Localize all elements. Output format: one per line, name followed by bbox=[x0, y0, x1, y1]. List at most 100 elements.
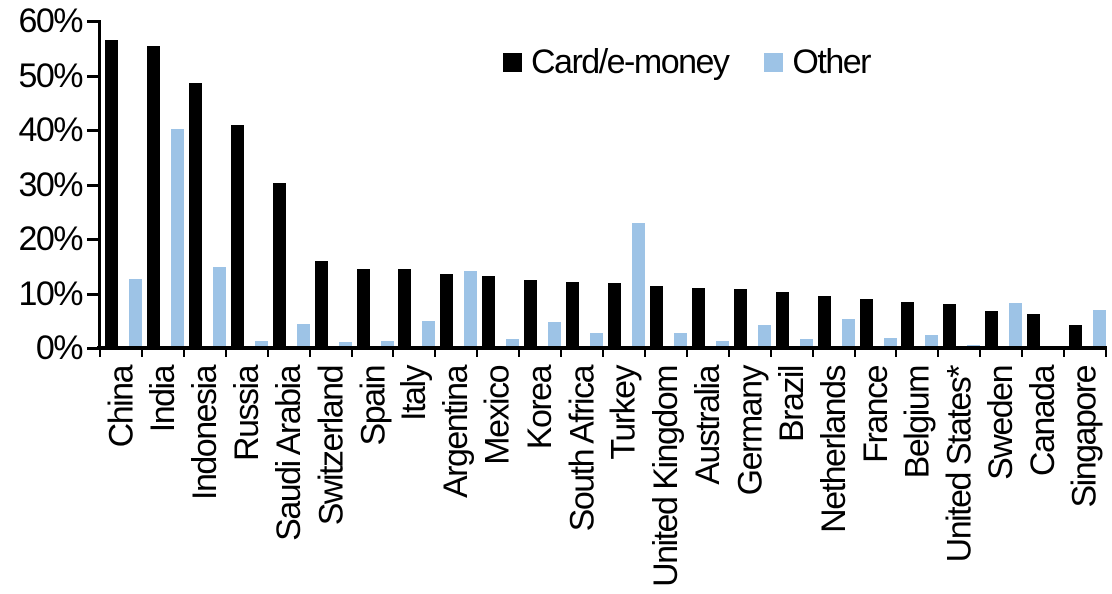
x-category-label: Spain bbox=[354, 366, 392, 446]
x-tick-mark bbox=[309, 350, 311, 357]
x-category-label: Argentina bbox=[437, 366, 475, 499]
legend-item-card-emoney: Card/e-money bbox=[503, 43, 730, 81]
x-category-cell: Russia bbox=[226, 360, 268, 594]
x-tick-mark bbox=[267, 350, 269, 357]
other-bar-switzerland bbox=[339, 342, 352, 346]
x-category-label: Brazil bbox=[773, 366, 811, 443]
x-category-cell: Indonesia bbox=[184, 360, 226, 594]
card-emoney-bar-india bbox=[147, 46, 160, 346]
other-bar-russia bbox=[255, 341, 268, 346]
x-category-label: United States* bbox=[940, 366, 978, 563]
other-bar-turkey bbox=[632, 223, 645, 346]
other-bar-singapore bbox=[1093, 310, 1106, 346]
x-category-label: Belgium bbox=[898, 366, 936, 479]
y-tick-label: 60% bbox=[18, 2, 83, 40]
x-tick-mark bbox=[392, 350, 394, 357]
x-tick-mark bbox=[434, 350, 436, 357]
x-category-label: South Africa bbox=[563, 366, 601, 532]
card-emoney-bar-france bbox=[860, 299, 873, 346]
other-bar-belgium bbox=[925, 335, 938, 346]
other-bar-australia bbox=[716, 341, 729, 346]
x-tick-mark bbox=[812, 350, 814, 357]
x-category-label: Australia bbox=[689, 366, 727, 485]
x-category-label: China bbox=[102, 366, 140, 448]
x-category-cell: Australia bbox=[687, 360, 729, 594]
x-category-label: United Kingdom bbox=[647, 366, 685, 587]
card-emoney-bar-italy bbox=[398, 269, 411, 346]
x-tick-mark bbox=[686, 350, 688, 357]
x-category-cell: Spain bbox=[352, 360, 394, 594]
card-emoney-bar-germany bbox=[734, 289, 747, 346]
card-emoney-bar-china bbox=[105, 40, 118, 346]
y-tick-mark bbox=[87, 293, 100, 296]
x-tick-mark bbox=[560, 350, 562, 357]
card-emoney-bar-canada bbox=[1027, 314, 1040, 346]
card-emoney-bar-switzerland bbox=[315, 261, 328, 346]
other-bar-italy bbox=[422, 321, 435, 346]
x-category-cell: Italy bbox=[393, 360, 435, 594]
x-category-cell: Turkey bbox=[603, 360, 645, 594]
x-category-cell: Sweden bbox=[980, 360, 1022, 594]
other-bar-indonesia bbox=[213, 267, 226, 346]
x-category-cell: Singapore bbox=[1064, 360, 1106, 594]
other-bar-argentina bbox=[464, 271, 477, 346]
x-category-cell: United Kingdom bbox=[645, 360, 687, 594]
x-axis-category-labels: China India Indonesia Russia Saudi Arabia Swi… bbox=[100, 360, 1106, 594]
other-bar-netherlands bbox=[842, 319, 855, 346]
x-category-cell: Korea bbox=[519, 360, 561, 594]
x-tick-mark bbox=[1063, 350, 1065, 357]
x-category-cell: Belgium bbox=[896, 360, 938, 594]
x-category-label: Singapore bbox=[1066, 366, 1104, 508]
y-tick-mark bbox=[87, 347, 100, 350]
y-tick-mark bbox=[87, 75, 100, 78]
x-tick-mark bbox=[895, 350, 897, 357]
other-bar-korea bbox=[548, 322, 561, 346]
card-emoney-bar-singapore bbox=[1069, 325, 1082, 346]
y-tick-label: 50% bbox=[18, 57, 83, 95]
other-bar-south-africa bbox=[590, 333, 603, 346]
legend-swatch-icon bbox=[764, 52, 784, 72]
card-emoney-bar-spain bbox=[357, 269, 370, 346]
other-bar-germany bbox=[758, 325, 771, 346]
x-category-cell: Mexico bbox=[477, 360, 519, 594]
card-emoney-bar-australia bbox=[692, 288, 705, 346]
legend-item-other: Other bbox=[764, 43, 871, 81]
y-tick-mark bbox=[87, 184, 100, 187]
x-tick-mark bbox=[141, 350, 143, 357]
legend-label: Other bbox=[792, 43, 871, 81]
x-category-cell: China bbox=[100, 360, 142, 594]
card-emoney-bar-russia bbox=[231, 125, 244, 346]
plot-area bbox=[100, 20, 1106, 346]
other-bar-mexico bbox=[506, 339, 519, 346]
x-tick-mark bbox=[351, 350, 353, 357]
x-tick-mark bbox=[770, 350, 772, 357]
y-tick-mark bbox=[87, 20, 100, 23]
x-category-label: India bbox=[144, 366, 182, 433]
card-emoney-bar-united-states- bbox=[943, 304, 956, 346]
card-emoney-bar-indonesia bbox=[189, 83, 202, 346]
card-emoney-bar-netherlands bbox=[818, 296, 831, 346]
x-tick-mark bbox=[225, 350, 227, 357]
card-emoney-bar-argentina bbox=[440, 274, 453, 346]
other-bar-france bbox=[884, 338, 897, 346]
card-emoney-bar-belgium bbox=[901, 302, 914, 346]
y-tick-label: 20% bbox=[18, 220, 83, 258]
x-axis-line bbox=[97, 346, 1107, 350]
x-category-label: Korea bbox=[521, 366, 559, 450]
other-bar-brazil bbox=[800, 339, 813, 346]
x-tick-mark bbox=[183, 350, 185, 357]
x-category-cell: Germany bbox=[729, 360, 771, 594]
x-category-label: Saudi Arabia bbox=[270, 366, 308, 541]
y-tick-mark bbox=[87, 129, 100, 132]
card-emoney-bar-brazil bbox=[776, 292, 789, 346]
other-bar-india bbox=[171, 129, 184, 346]
x-category-cell: France bbox=[855, 360, 897, 594]
legend-label: Card/e-money bbox=[531, 43, 730, 81]
x-category-label: Mexico bbox=[479, 366, 517, 465]
card-emoney-bar-turkey bbox=[608, 283, 621, 346]
y-tick-label: 0% bbox=[35, 329, 84, 367]
x-tick-mark bbox=[476, 350, 478, 357]
x-tick-mark bbox=[602, 350, 604, 357]
x-category-cell: Saudi Arabia bbox=[268, 360, 310, 594]
chart-legend: Card/e-money Other bbox=[503, 43, 871, 81]
